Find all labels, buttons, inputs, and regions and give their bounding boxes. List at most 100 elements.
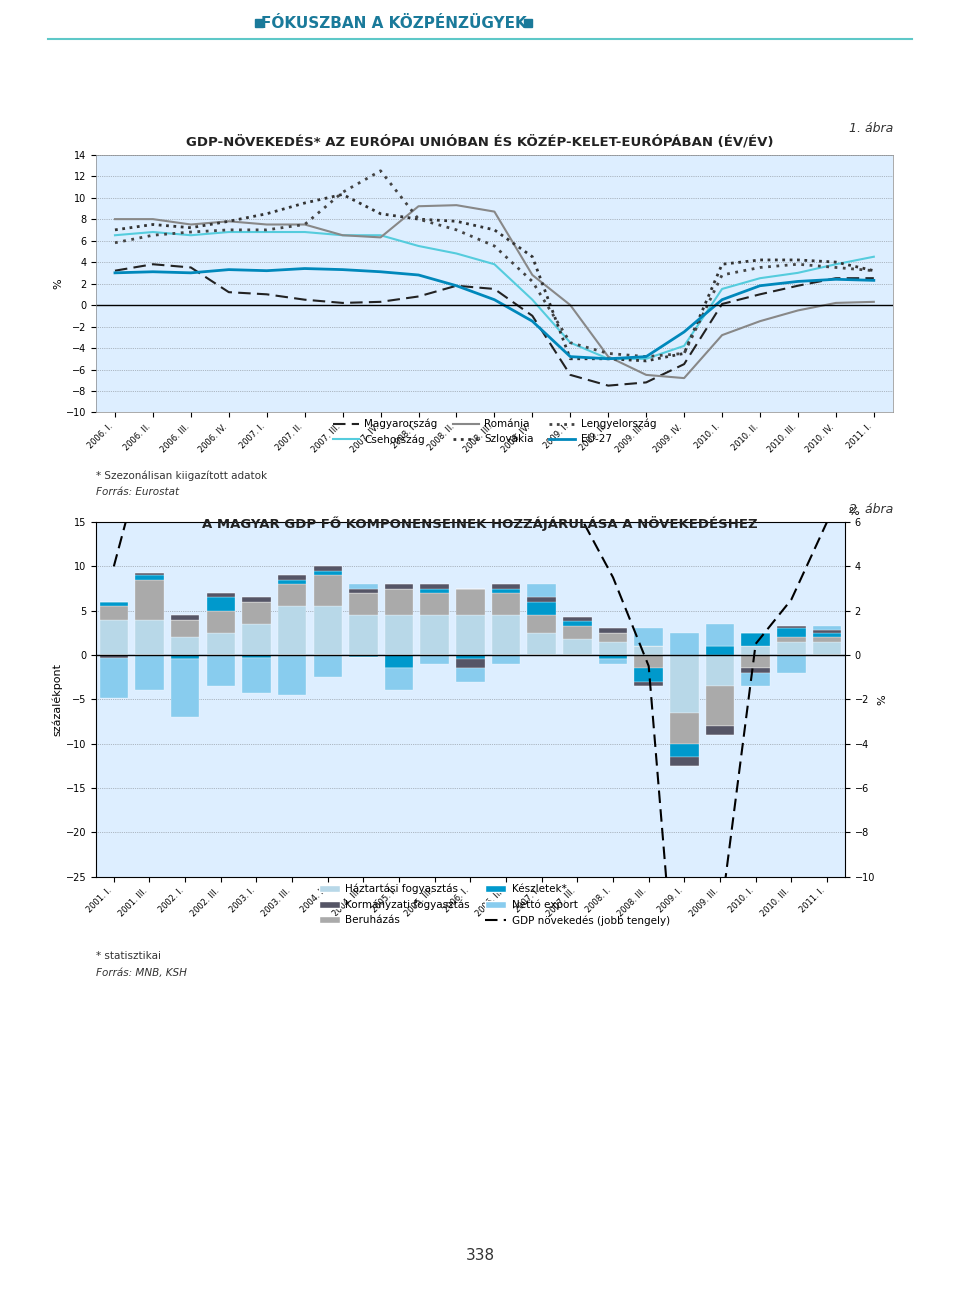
Bar: [706, 655, 734, 686]
Bar: [564, 639, 591, 655]
Bar: [492, 584, 520, 589]
Text: Forrás: MNB, KSH: Forrás: MNB, KSH: [96, 968, 187, 978]
EU-27: [299, 260, 310, 276]
Románia: [489, 204, 500, 219]
Bar: [599, 633, 627, 642]
Bar: [420, 593, 449, 615]
Magyarország: [223, 285, 234, 300]
Bar: [492, 593, 520, 615]
Bar: [242, 657, 271, 693]
Line: Csehország: Csehország: [115, 232, 874, 358]
Bar: [135, 655, 164, 691]
Bar: [635, 668, 663, 682]
Bar: [492, 655, 520, 664]
Lengyelország: [223, 222, 234, 237]
Magyarország: [109, 263, 121, 278]
EU-27: [261, 263, 273, 278]
Legend: Magyarország, Csehország, Románia, Szlovákia, Lengyelország, EU-27: Magyarország, Csehország, Románia, Szlov…: [328, 415, 660, 449]
Lengyelország: [299, 217, 310, 232]
Bar: [777, 655, 805, 673]
Bar: [527, 602, 556, 615]
Text: 1. ábra: 1. ábra: [849, 122, 893, 135]
Lengyelország: [185, 224, 197, 240]
Line: EU-27: EU-27: [115, 268, 874, 358]
Magyarország: [147, 257, 158, 272]
Szlovákia: [299, 195, 310, 210]
Bar: [599, 628, 627, 633]
Bar: [492, 589, 520, 593]
Csehország: [109, 227, 121, 242]
Bar: [813, 642, 841, 655]
Bar: [242, 655, 271, 657]
Bar: [670, 757, 699, 766]
Lengyelország: [679, 345, 690, 361]
Legend: Háztartási fogyasztás, Kormányzati fogyasztás, Beruházás, Készletek*, Nettó expo: Háztartási fogyasztás, Kormányzati fogya…: [315, 880, 674, 929]
Románia: [413, 199, 424, 214]
Románia: [147, 211, 158, 227]
EU-27: [147, 264, 158, 280]
Csehország: [830, 257, 842, 272]
Magyarország: [868, 271, 879, 286]
Bar: [277, 580, 306, 584]
Bar: [670, 633, 699, 655]
Magyarország: [792, 278, 804, 294]
Bar: [741, 646, 770, 655]
Bar: [242, 624, 271, 655]
Románia: [527, 267, 539, 282]
Szlovákia: [185, 220, 197, 236]
Bar: [171, 615, 200, 620]
Bar: [527, 615, 556, 633]
Csehország: [413, 238, 424, 254]
Bar: [741, 655, 770, 668]
Románia: [640, 367, 652, 383]
Magyarország: [679, 356, 690, 371]
Bar: [135, 572, 164, 575]
EU-27: [679, 324, 690, 339]
Lengyelország: [109, 235, 121, 250]
Bar: [349, 655, 377, 657]
Magyarország: [374, 294, 386, 309]
Bar: [706, 646, 734, 655]
Bar: [100, 655, 128, 657]
EU-27: [640, 349, 652, 365]
Bar: [741, 668, 770, 673]
Line: Szlovákia: Szlovákia: [115, 195, 874, 361]
Bar: [100, 620, 128, 655]
Bar: [670, 713, 699, 744]
Bar: [314, 575, 342, 606]
EU-27: [450, 278, 462, 294]
Csehország: [679, 338, 690, 353]
Lengyelország: [413, 211, 424, 227]
Lengyelország: [450, 222, 462, 237]
Magyarország: [450, 278, 462, 294]
Bar: [135, 620, 164, 655]
Bar: [635, 682, 663, 686]
Bar: [741, 673, 770, 686]
Text: * Szezonálisan kiigazított adatok: * Szezonálisan kiigazított adatok: [96, 470, 267, 481]
Bar: [100, 602, 128, 606]
Bar: [385, 655, 414, 668]
EU-27: [489, 293, 500, 308]
Bar: [527, 584, 556, 597]
EU-27: [603, 351, 614, 366]
Bar: [349, 615, 377, 655]
Bar: [777, 629, 805, 637]
Bar: [777, 642, 805, 655]
Románia: [374, 229, 386, 245]
Text: %: %: [849, 507, 859, 517]
Bar: [564, 621, 591, 625]
Szlovákia: [716, 257, 728, 272]
Magyarország: [564, 367, 576, 383]
Szlovákia: [564, 351, 576, 366]
Magyarország: [755, 286, 766, 302]
Magyarország: [830, 271, 842, 286]
EU-27: [109, 266, 121, 281]
Szlovákia: [223, 214, 234, 229]
Bar: [277, 575, 306, 580]
Bar: [456, 655, 485, 660]
Románia: [299, 217, 310, 232]
Bar: [599, 642, 627, 655]
Lengyelország: [374, 164, 386, 179]
Lengyelország: [755, 260, 766, 276]
Bar: [277, 606, 306, 655]
